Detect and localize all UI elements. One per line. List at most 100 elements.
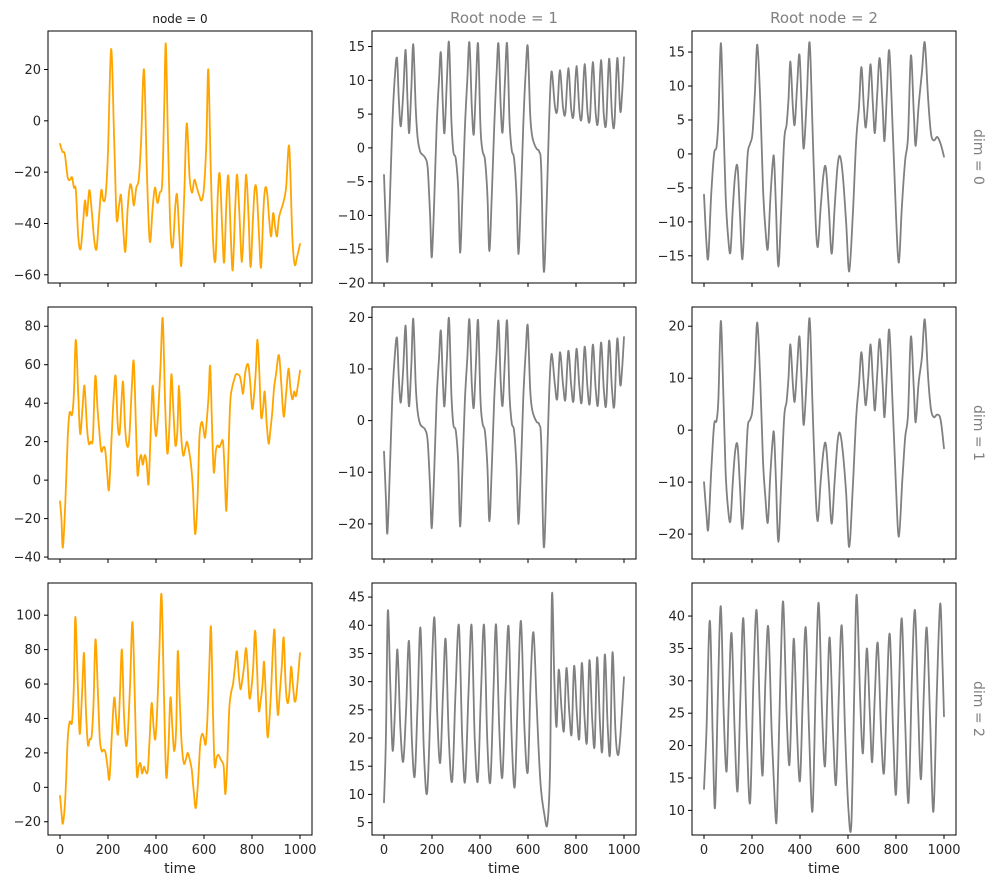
x-tick-label: 1000 [283, 843, 316, 858]
y-tick-label: 20 [348, 732, 365, 747]
axes-frame [47, 306, 313, 560]
y-tick-label: 0 [33, 781, 41, 796]
y-tick-label: 15 [668, 771, 685, 786]
col-title-1: Root node = 1 [450, 9, 558, 27]
panel-r0c1: 15 10 5 0 −5 −10 −15 −20 Root node = 1 [338, 9, 637, 292]
x-tick-label: 600 [192, 843, 217, 858]
y-tick-label: −40 [14, 551, 41, 566]
series-line-root2-dim0 [703, 41, 945, 273]
y-tick-label: 20 [24, 435, 41, 450]
y-tick-label: −15 [658, 249, 685, 264]
y-tick-label: −15 [338, 243, 365, 258]
series-line-node0-dim1 [59, 317, 301, 549]
y-tick-label: 20 [24, 746, 41, 761]
row-label-0: dim = 0 [970, 129, 986, 185]
x-tick-label: 200 [420, 843, 445, 858]
y-tick-label: 35 [348, 647, 365, 662]
y-tick-label: −10 [338, 466, 365, 481]
series-line-node0-dim2 [59, 592, 301, 825]
col-title-2: Root node = 2 [770, 9, 878, 27]
y-tick-label: −20 [14, 512, 41, 527]
x-tick-label: 0 [56, 843, 64, 858]
x-tick-label: 400 [788, 843, 813, 858]
x-tick-label: 200 [96, 843, 121, 858]
y-tick-label: −5 [346, 175, 365, 190]
x-axis-label: time [164, 861, 196, 877]
y-tick-label: 20 [24, 63, 41, 78]
y-tick-label: −10 [338, 209, 365, 224]
y-tick-label: −10 [658, 215, 685, 230]
x-tick-label: 800 [564, 843, 589, 858]
panel-r1c2: 20 10 0 −10 −20 dim = 1 [658, 306, 986, 563]
y-tick-label: 0 [677, 147, 685, 162]
x-tick-label: 200 [740, 843, 765, 858]
y-tick-label: 80 [24, 643, 41, 658]
y-tick-label: 10 [348, 362, 365, 377]
y-tick-label: −20 [658, 528, 685, 543]
axes-frame [47, 30, 313, 284]
y-tick-label: 25 [348, 703, 365, 718]
x-tick-label: 400 [144, 843, 169, 858]
y-tick-label: 25 [668, 707, 685, 722]
y-tick-label: 5 [357, 816, 365, 831]
y-tick-label: 100 [16, 609, 41, 624]
y-tick-label: 30 [668, 674, 685, 689]
y-tick-label: 0 [357, 141, 365, 156]
panel-r0c0: 20 0 −20 −40 −60 node = 0 [14, 12, 313, 287]
y-tick-label: 15 [348, 760, 365, 775]
x-tick-label: 800 [884, 843, 909, 858]
series-line-node0-dim0 [59, 42, 301, 272]
y-tick-label: 20 [668, 739, 685, 754]
panel-r2c1: 45 40 35 30 25 20 15 10 50 200 400 600 800 1000 time [348, 582, 641, 877]
y-tick-label: 10 [668, 372, 685, 387]
y-tick-label: 40 [24, 712, 41, 727]
panel-r2c2: 40 35 30 25 20 15 10 0 200 400 600 800 1000 dim = 2 ti… [668, 582, 986, 877]
y-tick-label: 15 [668, 46, 685, 61]
y-tick-label: 45 [348, 591, 365, 606]
y-tick-label: −60 [14, 268, 41, 283]
panel-r1c0: 80 60 40 20 0 −20 −40 [14, 306, 313, 566]
y-tick-label: −20 [14, 166, 41, 181]
y-tick-label: 0 [33, 114, 41, 129]
axes-frame [47, 582, 313, 836]
axes-frame [691, 30, 957, 284]
y-tick-label: 10 [348, 788, 365, 803]
y-tick-label: 10 [348, 74, 365, 89]
series-line-root2-dim1 [703, 317, 945, 548]
row-label-1: dim = 1 [970, 405, 986, 461]
y-tick-label: 10 [668, 80, 685, 95]
y-tick-label: 10 [668, 804, 685, 819]
y-tick-label: 80 [24, 320, 41, 335]
x-tick-label: 600 [516, 843, 541, 858]
series-line-root1-dim1 [383, 316, 625, 549]
y-tick-label: 40 [348, 619, 365, 634]
y-tick-label: 40 [24, 397, 41, 412]
axes-frame [691, 582, 957, 836]
panel-r0c2: 15 10 5 0 −5 −10 −15 Root node = 2 dim = 0 [658, 9, 986, 287]
panel-r1c1: 20 10 0 −10 −20 [338, 306, 637, 563]
y-tick-label: 5 [357, 108, 365, 123]
x-tick-label: 1000 [927, 843, 960, 858]
y-tick-label: 5 [677, 113, 685, 128]
y-tick-label: 0 [33, 474, 41, 489]
y-tick-label: −20 [14, 815, 41, 830]
x-axis-label: time [808, 861, 840, 877]
x-axis-label: time [488, 861, 520, 877]
axes-frame [371, 306, 637, 560]
y-tick-label: 35 [668, 642, 685, 657]
series-line-root2-dim2 [703, 593, 945, 833]
x-tick-label: 600 [836, 843, 861, 858]
y-tick-label: −40 [14, 217, 41, 232]
x-tick-label: 0 [380, 843, 388, 858]
y-tick-label: 30 [348, 675, 365, 690]
series-line-root1-dim2 [383, 591, 625, 828]
y-tick-label: −10 [658, 476, 685, 491]
y-tick-label: −20 [338, 517, 365, 532]
series-line-root1-dim0 [383, 40, 625, 273]
axes-frame [371, 582, 637, 836]
y-tick-label: 20 [668, 320, 685, 335]
x-tick-label: 1000 [607, 843, 640, 858]
